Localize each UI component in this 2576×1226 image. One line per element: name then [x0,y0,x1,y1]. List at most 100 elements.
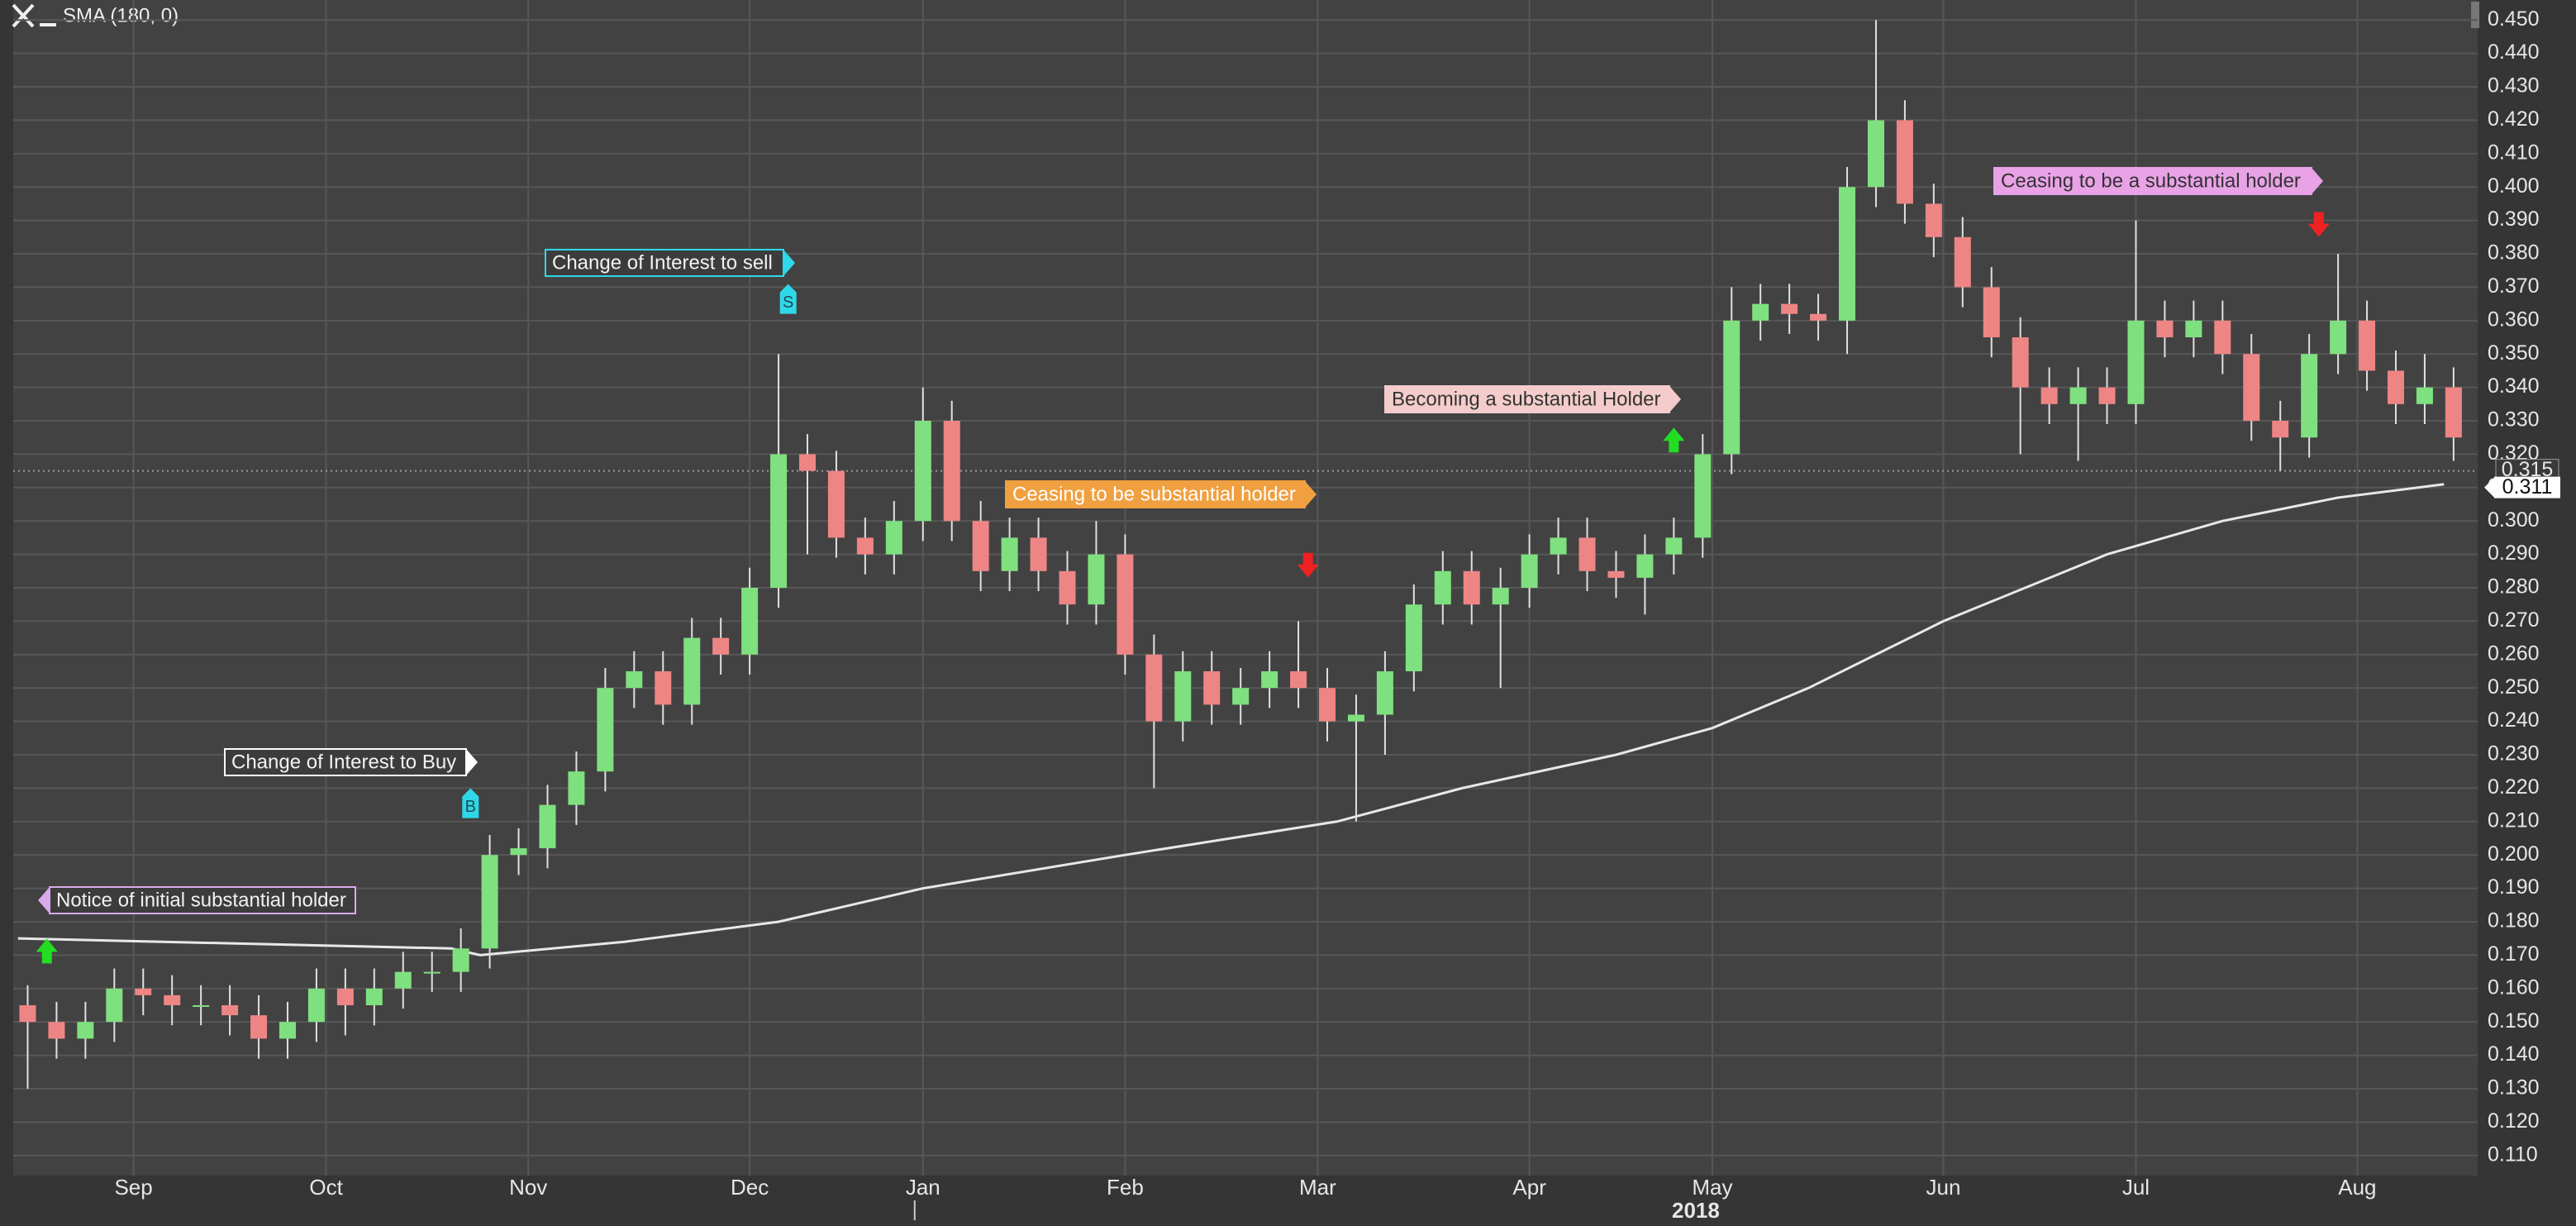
tag-label: S [783,293,793,312]
candle-body [1347,714,1364,722]
candle-body [856,537,874,555]
candle-body [2098,387,2116,404]
x-tick-label: Jan [906,1175,940,1200]
candle-body [1983,287,2000,338]
x-tick-label: May [1692,1175,1732,1200]
candle-body [279,1022,296,1039]
candle-body [2243,354,2260,422]
candle-body [827,470,845,538]
y-tick-label: 0.420 [2488,107,2540,131]
candle-body [1723,320,1740,455]
y-tick-label: 0.370 [2488,274,2540,298]
tag-shape [462,788,479,818]
y-tick-label: 0.150 [2488,1009,2540,1033]
y-tick-label: 0.200 [2488,842,2540,866]
x-tick-label: Dec [731,1175,769,1200]
candle-body [2359,320,2376,371]
candle-body [1030,537,1047,571]
candle-body [741,588,759,655]
y-tick-label: 0.280 [2488,575,2540,599]
up-arrow [36,938,58,964]
candle-body [1867,120,1884,188]
candle-body [1088,554,1105,605]
candle-body [48,1022,65,1039]
annotation-pointer [38,887,50,914]
y-tick-label: 0.160 [2488,976,2540,999]
y-tick-label: 0.270 [2488,608,2540,632]
candle-body [1434,570,1451,605]
y-tick-label: 0.430 [2488,74,2540,98]
candle-body [1810,313,1827,321]
up-arrow [1663,427,1685,453]
y-tick-label: 0.240 [2488,708,2540,732]
candle-body [1521,554,1538,588]
candle-body [19,1004,36,1023]
candle-body [394,971,412,989]
sma-price-label: 0.311 [2502,475,2553,499]
candle-body [568,771,585,805]
x-tick-label: Apr [1512,1175,1546,1200]
legend-label: SMA (180, 0) [63,4,179,26]
candle-body [1578,537,1596,571]
y-tick-label: 0.210 [2488,809,2540,832]
candle-body [1001,537,1018,571]
candle-body [1665,537,1683,555]
candle-body [452,948,469,972]
y-tick-label: 0.120 [2488,1109,2540,1133]
down-arrow [1297,552,1319,578]
candle-body [943,421,960,522]
annotation-pointer [2312,168,2323,194]
candle-body [365,988,383,1005]
down-arrow [2307,212,2330,237]
y-tick-label: 0.220 [2488,775,2540,799]
annotation-box [1384,385,1670,413]
candle-body [221,1004,239,1016]
y-tick-label: 0.140 [2488,1042,2540,1066]
candle-body [250,1015,268,1039]
event-marker [2307,212,2330,237]
y-tick-label: 0.300 [2488,508,2540,532]
annotation-text: Ceasing to be substantial holder [1012,483,1296,505]
candle-body [2445,387,2462,438]
y-tick-label: 0.380 [2488,241,2540,265]
candle-body [798,454,816,471]
candle-body [2012,337,2029,388]
x-tick-label: Aug [2338,1175,2376,1200]
y-tick-label: 0.340 [2488,374,2540,398]
candle-body [1954,236,1971,288]
scrollbar [2471,2,2479,28]
y-tick-label: 0.130 [2488,1076,2540,1100]
y-tick-label: 0.410 [2488,141,2540,164]
candle-body [770,454,788,588]
annotation-box [49,886,356,914]
candle-body [1607,570,1625,578]
y-tick-label: 0.170 [2488,942,2540,966]
x-tick-label: Sep [114,1175,152,1200]
candle-body [1376,670,1393,715]
annotation: Becoming a substantial Holder [1384,385,1681,413]
annotation-pointer [466,749,478,775]
close-icon[interactable] [12,3,35,28]
tag-label: B [465,798,476,816]
sma-price-tag: 0.311 [2484,475,2560,499]
minimize-icon[interactable] [40,23,56,26]
annotation-box [545,249,784,277]
candle-body [712,637,730,655]
candle-body [1117,554,1134,655]
candle-body [1261,670,1278,689]
y-tick-label: 0.260 [2488,642,2540,665]
event-marker: S [779,284,797,314]
tag-shape [779,284,797,314]
candle-body [77,1022,94,1039]
candle-body [2272,421,2289,438]
candle-body [2185,320,2202,338]
candle-body [2156,320,2174,338]
annotation-pointer [783,250,795,276]
candle-body [2387,370,2404,404]
candle-body [597,688,614,772]
annotation: Ceasing to be a substantial holder [1993,167,2323,195]
candle-body [481,855,498,949]
year-label: 2018 [1672,1198,1720,1223]
candle-body [914,421,931,522]
